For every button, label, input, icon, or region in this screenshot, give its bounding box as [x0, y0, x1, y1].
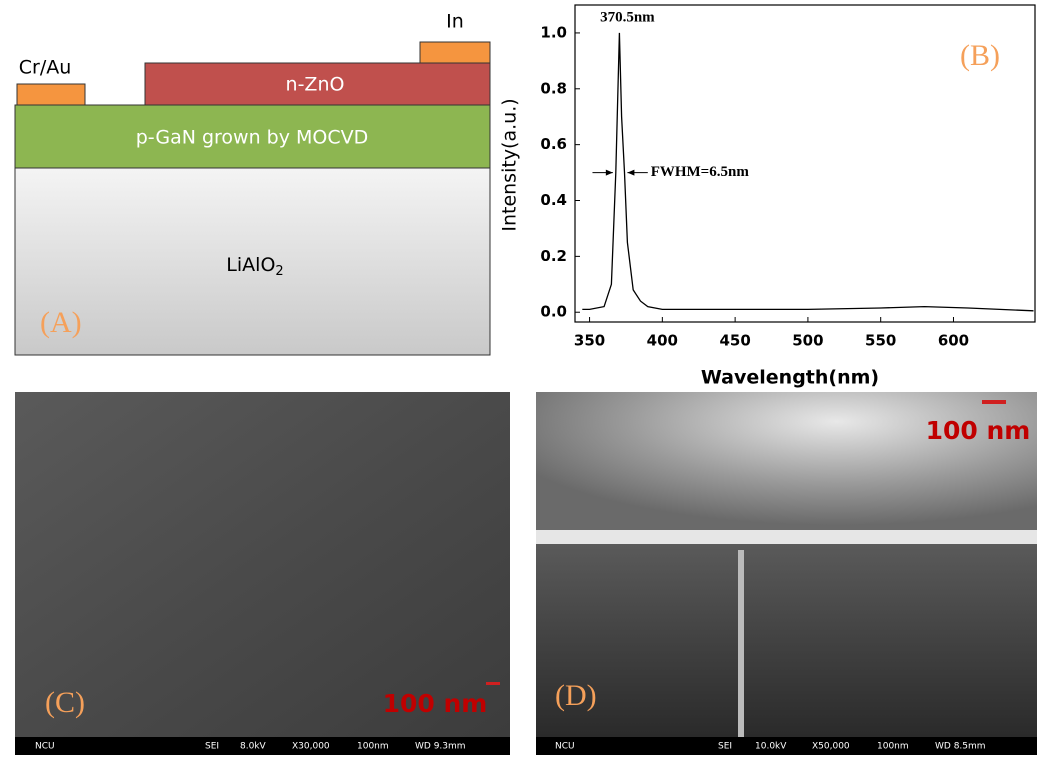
info-text: WD 8.5mm [935, 742, 986, 752]
info-text: 100nm [357, 742, 389, 752]
panel-label: (D) [555, 679, 597, 712]
y-axis-label: Intensity(a.u.) [499, 98, 521, 231]
info-text: SEI [205, 742, 219, 752]
sem-image [536, 392, 1037, 540]
x-axis-label: Wavelength(nm) [701, 367, 879, 389]
x-tick-label: 500 [792, 332, 823, 350]
y-tick-label: 0.4 [540, 191, 567, 209]
layer-label: p-GaN grown by MOCVD [136, 127, 369, 149]
info-text: X30,000 [292, 742, 330, 752]
in-contact [420, 42, 490, 63]
sem-image [536, 544, 1037, 737]
scale-bar [982, 400, 1006, 404]
fwhm-arrowhead [627, 170, 634, 176]
y-tick-label: 0.2 [540, 247, 567, 265]
scale-bar [486, 682, 500, 685]
layer-label: n-ZnO [286, 74, 345, 96]
x-tick-label: 550 [865, 332, 896, 350]
crau-contact [17, 84, 85, 105]
y-tick-label: 0.0 [540, 303, 567, 321]
subscript: 2 [275, 264, 283, 279]
panel-label: (B) [960, 39, 1000, 72]
scale-label: 100 nm [383, 689, 488, 718]
info-text: 100nm [877, 742, 909, 752]
info-text: WD 9.3mm [415, 742, 466, 752]
x-tick-label: 400 [647, 332, 678, 350]
figure: Cr/Au In n-ZnO p-GaN grown by MOCVD LiAl… [0, 0, 1037, 755]
sem-edge [536, 530, 1037, 544]
layer-text: LiAlO [226, 254, 275, 276]
contact-label: In [446, 11, 464, 33]
panel-label: (C) [45, 686, 85, 719]
info-text: 10.0kV [755, 742, 787, 752]
y-tick-label: 0.8 [540, 79, 567, 97]
y-tick-label: 0.6 [540, 135, 567, 153]
info-text: 8.0kV [240, 742, 267, 752]
layer-label: LiAlO2 [226, 254, 283, 279]
sem-crack [738, 550, 744, 737]
info-text: X50,000 [812, 742, 850, 752]
contact-label: Cr/Au [19, 57, 72, 79]
y-tick-label: 1.0 [540, 23, 567, 41]
x-tick-label: 600 [938, 332, 969, 350]
info-text: NCU [555, 742, 575, 752]
info-text: NCU [35, 742, 55, 752]
fwhm-arrowhead [606, 170, 613, 176]
scale-label: 100 nm [926, 416, 1031, 445]
page: { "diagram": { "panel_label": "(A)", "la… [0, 0, 1037, 755]
fwhm-annotation: FWHM=6.5nm [651, 164, 750, 180]
x-tick-label: 350 [574, 332, 605, 350]
panel-label: (A) [40, 306, 82, 339]
sem-image [15, 392, 510, 737]
info-text: SEI [718, 742, 732, 752]
x-tick-label: 450 [719, 332, 750, 350]
peak-annotation: 370.5nm [600, 9, 655, 25]
